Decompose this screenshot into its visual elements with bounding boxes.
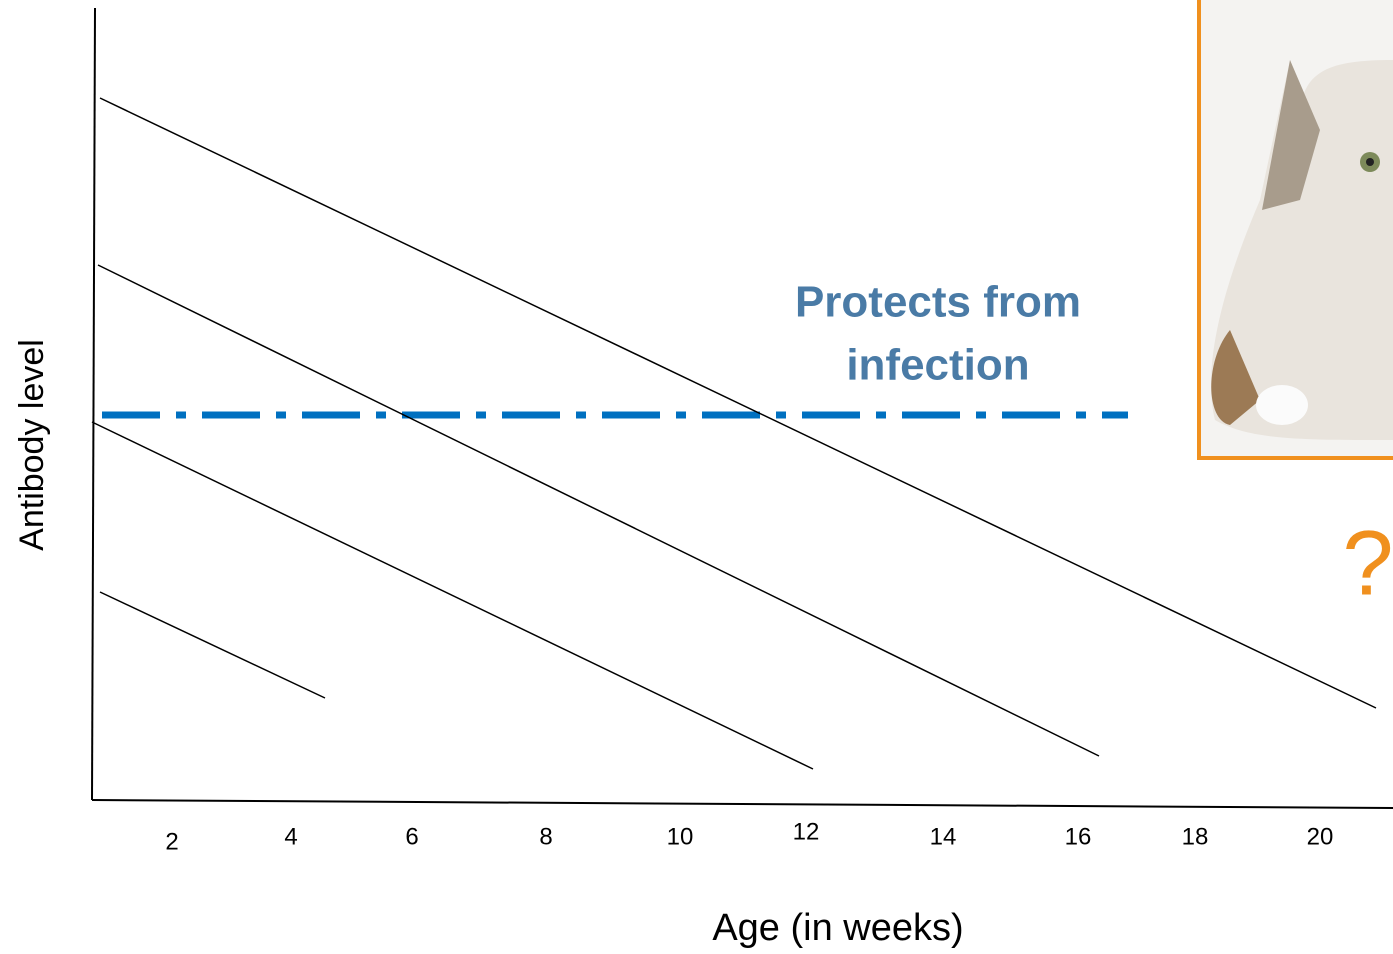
x-axis-label: Age (in weeks) <box>712 907 963 949</box>
x-tick-label: 4 <box>284 823 297 850</box>
y-axis-label: Antibody level <box>13 339 51 551</box>
kitten-illustration <box>1211 60 1393 440</box>
question-mark: ? <box>1342 512 1393 614</box>
x-tick-label: 16 <box>1065 823 1092 850</box>
x-tick-label: 2 <box>165 828 178 855</box>
x-tick-label: 20 <box>1307 823 1334 850</box>
antibody-decline-line <box>97 264 1100 757</box>
x-axis <box>91 799 1393 809</box>
antibody-decline-line <box>99 97 1377 709</box>
y-axis <box>91 7 96 801</box>
annotation-line: infection <box>846 341 1029 390</box>
x-tick-label: 8 <box>539 823 552 850</box>
x-tick-label: 18 <box>1182 823 1209 850</box>
antibody-decline-line <box>91 421 814 770</box>
x-tick-label: 12 <box>793 818 820 845</box>
x-tick-label: 14 <box>930 823 957 850</box>
x-tick-label: 6 <box>405 823 418 850</box>
x-tick-label: 10 <box>667 823 694 850</box>
antibody-decline-line <box>99 591 326 699</box>
annotation-line: Protects from <box>795 278 1081 327</box>
